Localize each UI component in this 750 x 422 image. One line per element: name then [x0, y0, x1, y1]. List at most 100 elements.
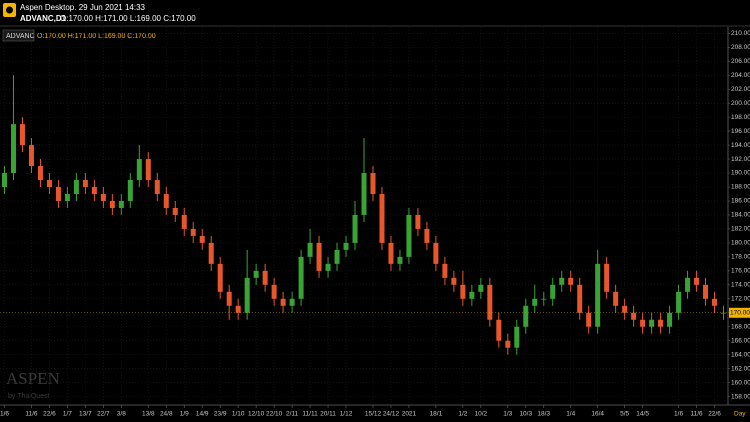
candle-body [559, 277, 565, 285]
candle-body [145, 159, 151, 181]
x-tick-label: 11/6 [690, 411, 703, 418]
candle-body [172, 207, 178, 215]
legend-ohlc: O:170.00 H:171.00 L:169.00 C:170.00 [37, 33, 156, 40]
candle-body [28, 145, 34, 167]
x-tick-label: 12/10 [248, 411, 265, 418]
x-tick-label: 1/6 [0, 411, 9, 418]
candle-body [352, 214, 358, 243]
candle-body [370, 173, 376, 194]
candle-body [613, 291, 619, 306]
candle-body [442, 263, 448, 278]
candle-body [298, 256, 304, 299]
candle-body [658, 319, 664, 327]
candle-body [640, 319, 646, 327]
x-tick-label: 13/8 [142, 411, 155, 418]
candle-body [568, 277, 574, 285]
candle-body [91, 187, 97, 194]
candle-body [721, 312, 727, 314]
candle-body [622, 305, 628, 313]
candle-body [235, 305, 241, 313]
x-tick-label: 5/5 [620, 411, 629, 418]
x-tick-label: 23/9 [214, 411, 227, 418]
candle-body [289, 298, 295, 306]
x-tick-label: 3/8 [117, 411, 126, 418]
candle-body [73, 180, 79, 194]
x-tick-label: 15/12 [365, 411, 382, 418]
candle-body [19, 124, 25, 146]
candle-body [685, 277, 691, 292]
x-tick-label: 11/11 [302, 411, 318, 418]
candle-body [487, 284, 493, 320]
x-tick-label: 22/6 [708, 411, 721, 418]
x-tick-label: 10/2 [475, 411, 488, 418]
x-axis-label: Day [734, 411, 746, 418]
candle-body [253, 270, 259, 278]
x-tick-label: 24/8 [160, 411, 173, 418]
candle-body [514, 326, 520, 348]
legend-symbol: ADVANC [6, 33, 35, 40]
x-tick-label: 1/9 [180, 411, 189, 418]
x-tick-label: 1/3 [503, 411, 512, 418]
x-tick-label: 22/7 [97, 411, 110, 418]
candle-body [433, 242, 439, 264]
x-tick-label: 10/3 [519, 411, 532, 418]
candle-body [136, 159, 142, 181]
symbol: ADVANC,D1 [20, 14, 67, 23]
x-tick-label: 13/7 [79, 411, 92, 418]
candle-body [217, 263, 223, 292]
candle-body [109, 200, 115, 208]
candle-body [388, 242, 394, 264]
candle-body [550, 284, 556, 299]
candle-body [694, 277, 700, 285]
candle-body [415, 214, 421, 229]
candle-body [181, 214, 187, 229]
candle-body [379, 193, 385, 243]
candle-body [343, 242, 349, 250]
candle-body [82, 180, 88, 188]
candle-body [361, 173, 367, 215]
candle-body [208, 242, 214, 264]
x-tick-label: 1/12 [340, 411, 353, 418]
x-tick-label: 2021 [402, 411, 417, 418]
last-price-marker [729, 307, 750, 318]
candle-body [163, 193, 169, 208]
candle-body [586, 312, 592, 327]
y-tick-label: 194.00 [731, 142, 750, 149]
candle-body [10, 124, 16, 174]
x-tick-label: 18/1 [430, 411, 443, 418]
y-tick-label: 176.00 [731, 268, 750, 275]
y-tick-label: 202.00 [731, 86, 750, 93]
candle-body [649, 319, 655, 327]
x-tick-label: 2/11 [286, 411, 299, 418]
y-tick-label: 208.00 [731, 44, 750, 51]
x-tick-label: 22/10 [266, 411, 283, 418]
header-ohlc: O:170.00 H:171.00 L:169.00 C:170.00 [60, 14, 196, 23]
x-tick-label: 24/12 [383, 411, 400, 418]
x-tick-label: 16/4 [591, 411, 604, 418]
candle-body [676, 291, 682, 313]
y-tick-label: 172.00 [731, 296, 750, 303]
y-tick-label: 192.00 [731, 156, 750, 163]
x-tick-label: 1/7 [63, 411, 72, 418]
candle-body [55, 187, 61, 201]
candle-body [604, 263, 610, 292]
candle-body [523, 305, 529, 327]
candle-body [406, 214, 412, 257]
candle-body [1, 173, 7, 188]
y-tick-label: 160.00 [731, 379, 750, 386]
candle-body [397, 256, 403, 264]
y-tick-label: 166.00 [731, 337, 750, 344]
x-tick-label: 14/9 [196, 411, 209, 418]
candle-body [595, 263, 601, 327]
x-tick-label: 1/6 [674, 411, 683, 418]
candle-body [424, 228, 430, 243]
candle-body [325, 263, 331, 271]
candle-body [100, 193, 106, 201]
y-tick-label: 204.00 [731, 72, 750, 79]
candle-body [460, 284, 466, 299]
y-tick-label: 200.00 [731, 100, 750, 107]
candle-body [703, 284, 709, 299]
last-price-label: 170.00 [730, 309, 750, 316]
